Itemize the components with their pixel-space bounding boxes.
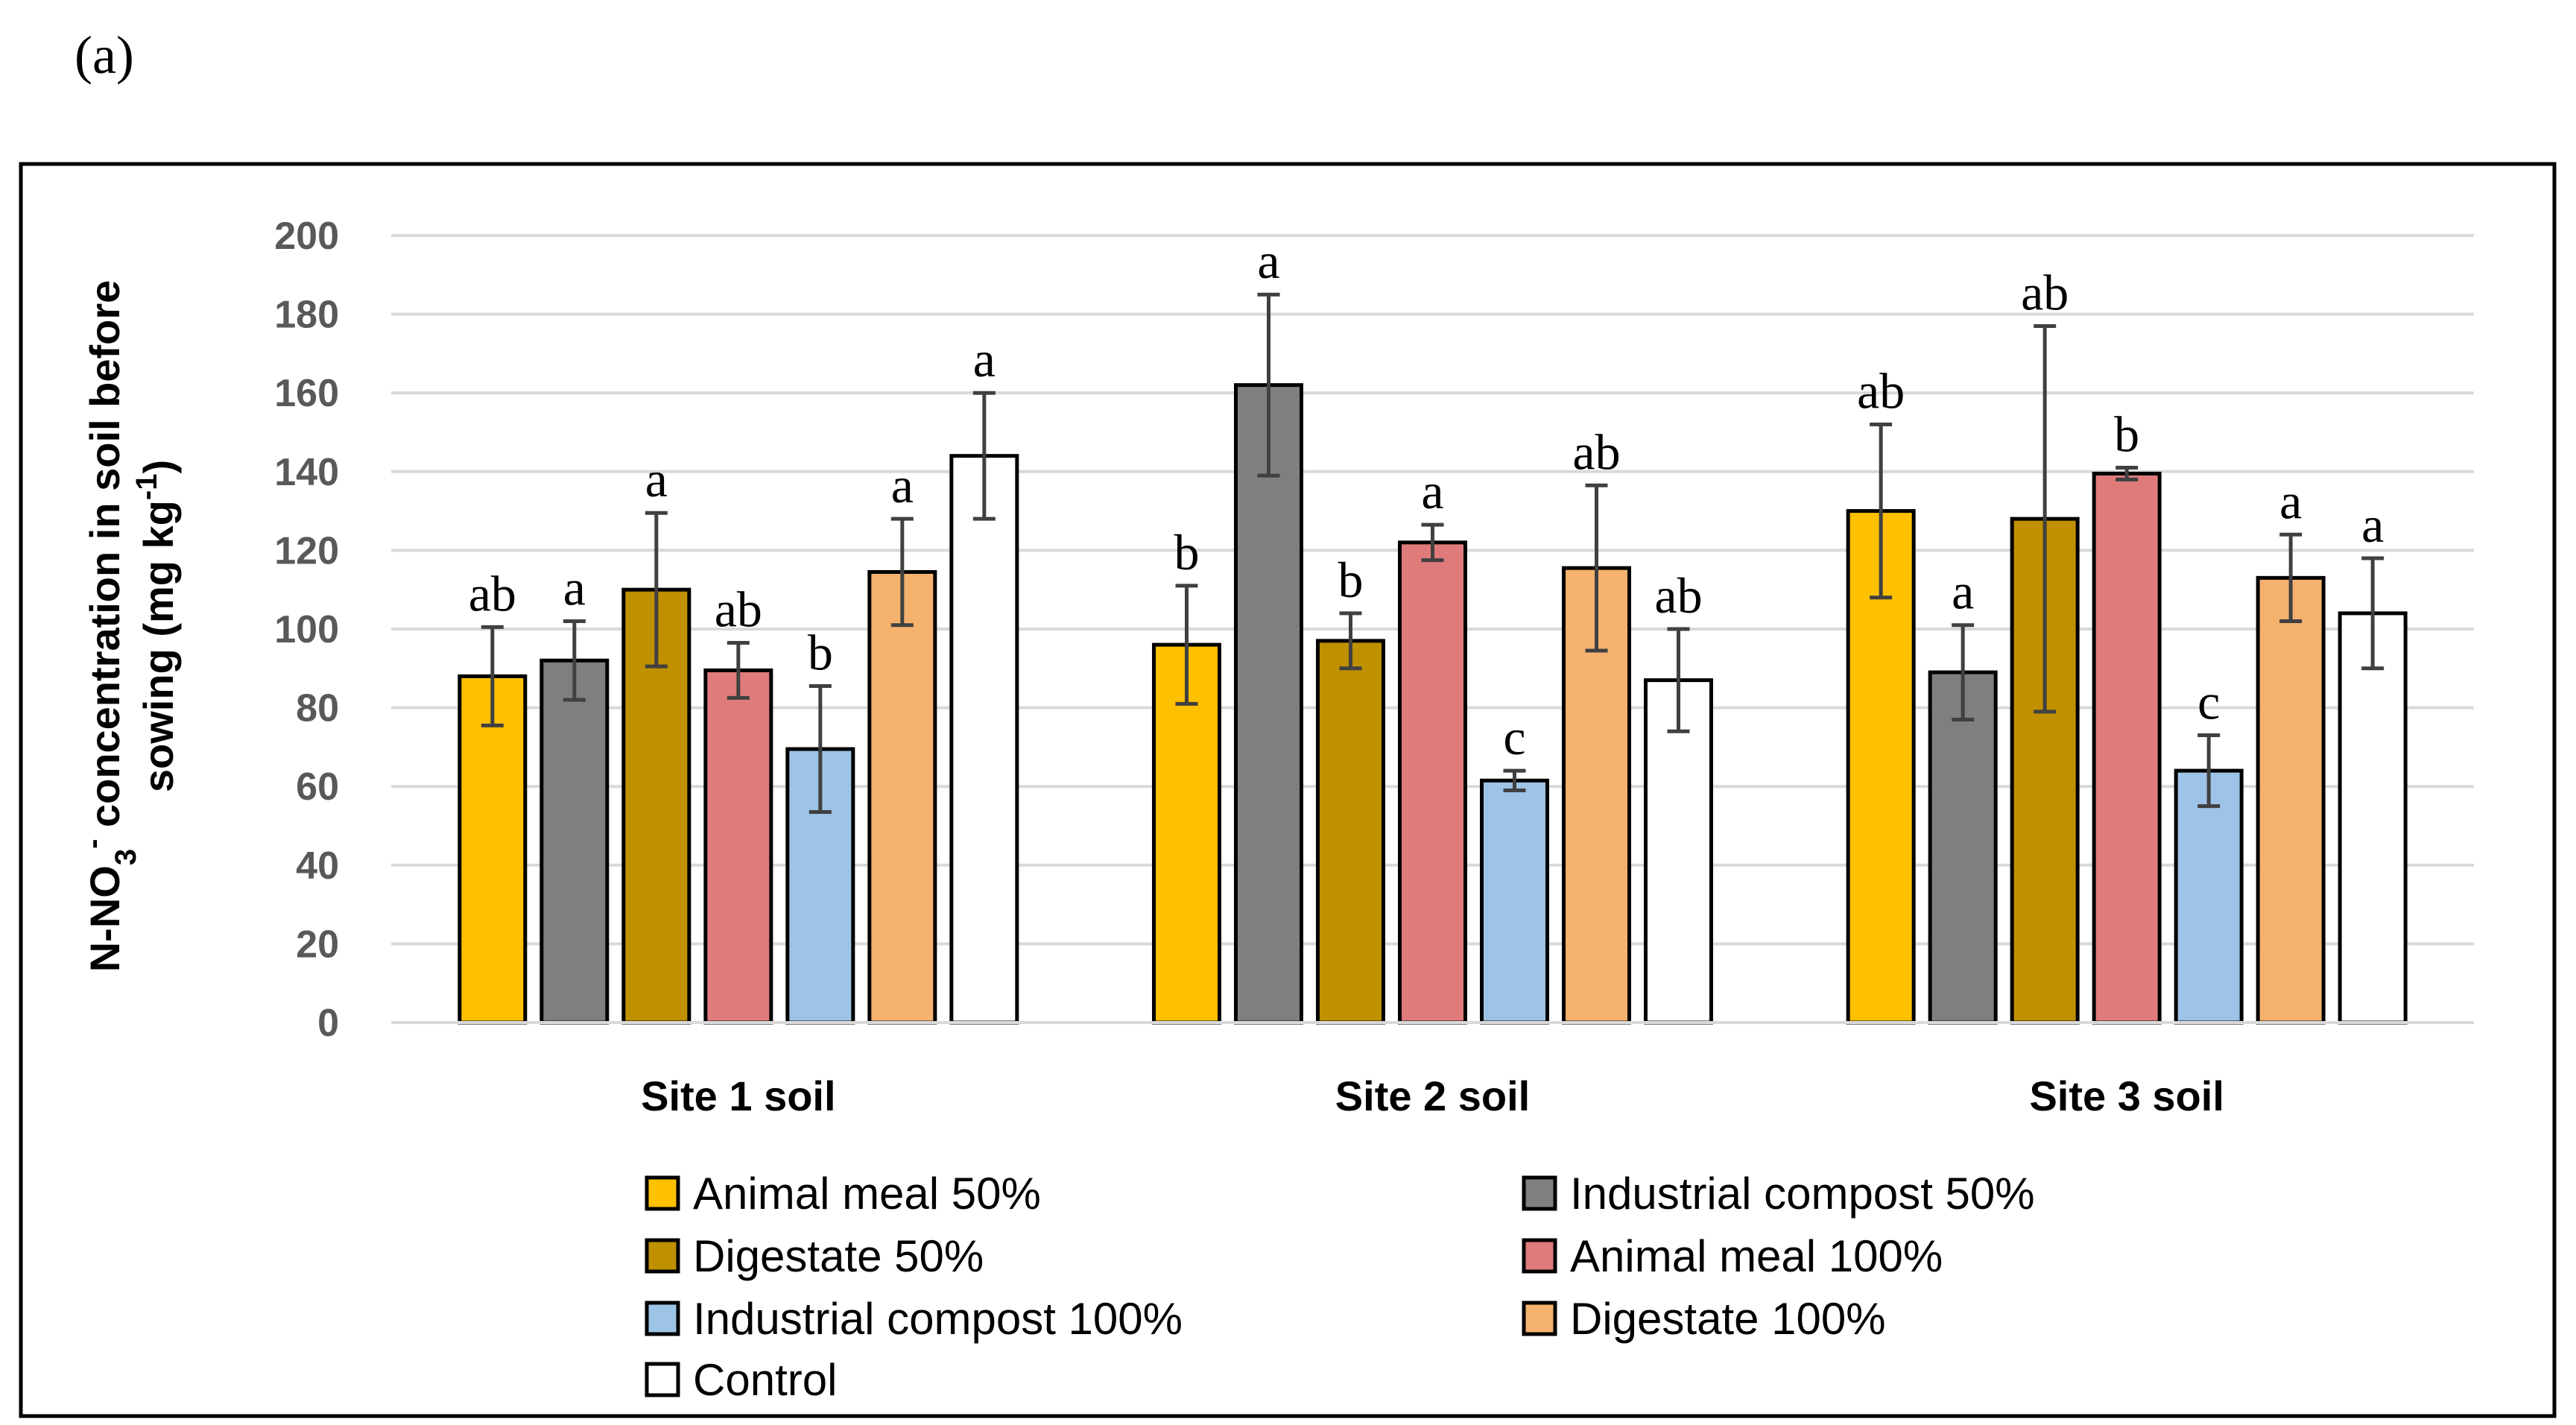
y-tick-label: 120 xyxy=(274,529,339,572)
y-axis-ticks: 0 20 40 60 80 100 120 140 160 180 200 xyxy=(274,215,339,1045)
significance-letter: ab xyxy=(1572,423,1620,480)
significance-letter: c xyxy=(2197,674,2220,730)
significance-letter: a xyxy=(1952,563,1974,620)
legend-swatch xyxy=(1522,1175,1557,1211)
legend-label: Control xyxy=(693,1355,837,1405)
y-axis-label-part: - xyxy=(77,839,110,849)
significance-letter: ab xyxy=(715,581,762,637)
legend-label: Industrial compost 50% xyxy=(1570,1169,2035,1219)
y-axis-label-part: -1 xyxy=(130,474,163,501)
significance-letter: ab xyxy=(2021,264,2069,320)
bar xyxy=(539,658,610,1025)
bar xyxy=(1398,540,1467,1025)
x-category-label: Site 3 soil xyxy=(2029,1072,2224,1119)
y-axis-label-part: N-NO xyxy=(81,865,128,972)
legend-swatch xyxy=(645,1175,680,1211)
significance-letter: a xyxy=(973,331,996,388)
y-axis-label-part: 3 xyxy=(110,849,142,865)
bar xyxy=(1316,639,1385,1025)
significance-letter: a xyxy=(2361,496,2384,553)
legend-label: Animal meal 100% xyxy=(1570,1231,1943,1281)
y-tick-label: 200 xyxy=(274,215,339,258)
y-tick-label: 100 xyxy=(274,608,339,651)
significance-letter: b xyxy=(808,625,833,681)
legend-swatch xyxy=(1522,1238,1557,1274)
y-axis-label-part: ) xyxy=(135,460,182,474)
chart-frame xyxy=(19,162,2557,1418)
panel-label: (a) xyxy=(75,25,134,85)
bar xyxy=(867,569,937,1025)
bar xyxy=(458,674,528,1025)
legend-label: Digestate 100% xyxy=(1570,1294,1886,1344)
legend-label: Industrial compost 100% xyxy=(693,1294,1183,1344)
bar xyxy=(2174,768,2244,1025)
y-tick-label: 0 xyxy=(317,1002,339,1045)
legend-swatch xyxy=(645,1362,680,1397)
bar xyxy=(1234,383,1303,1025)
significance-letter: b xyxy=(2114,406,2139,463)
y-tick-label: 140 xyxy=(274,451,339,494)
significance-letter: a xyxy=(1257,233,1279,289)
significance-letter: ab xyxy=(1654,567,1702,624)
significance-letter: c xyxy=(1503,709,1525,765)
significance-letter: a xyxy=(2279,473,2302,529)
bar xyxy=(1152,642,1221,1025)
significance-letter: ab xyxy=(1857,362,1905,419)
y-axis-label-part: concentration in soil before xyxy=(81,280,128,839)
bar xyxy=(1480,778,1549,1025)
error-bars xyxy=(481,292,2384,815)
y-tick-label: 20 xyxy=(296,923,339,966)
legend: Animal meal 50% Industrial compost 50% Dig… xyxy=(645,1169,2035,1405)
bar xyxy=(2338,611,2408,1025)
legend-swatch xyxy=(645,1238,680,1274)
significance-letter: a xyxy=(645,451,668,508)
bar xyxy=(1644,678,1713,1025)
x-axis-categories: Site 1 soil Site 2 soil Site 3 soil xyxy=(641,1072,2224,1119)
legend-label: Animal meal 50% xyxy=(693,1169,1041,1219)
x-category-label: Site 1 soil xyxy=(641,1072,835,1119)
bar xyxy=(2092,471,2162,1025)
significance-letter: a xyxy=(563,559,586,616)
bar xyxy=(949,454,1019,1025)
y-tick-label: 60 xyxy=(296,765,339,809)
significance-letter: ab xyxy=(469,565,516,622)
significance-letter: a xyxy=(891,457,914,514)
legend-swatch xyxy=(645,1301,680,1336)
bar xyxy=(703,668,773,1025)
bar xyxy=(1928,670,1998,1025)
y-tick-label: 180 xyxy=(274,294,339,337)
x-category-label: Site 2 soil xyxy=(1335,1072,1530,1119)
y-tick-label: 40 xyxy=(296,844,339,888)
y-axis-label-line2: sowing (mg kg-1) xyxy=(130,460,182,792)
bar xyxy=(2256,575,2326,1025)
significance-letter: a xyxy=(1421,463,1443,519)
legend-label: Digestate 50% xyxy=(693,1231,984,1281)
y-tick-label: 80 xyxy=(296,687,339,730)
y-axis-label-line1: N-NO3- concentration in soil before xyxy=(77,280,142,973)
y-axis-label-part: sowing (mg kg xyxy=(135,500,182,792)
significance-letter: b xyxy=(1338,552,1364,608)
y-tick-label: 160 xyxy=(274,372,339,415)
significance-letter: b xyxy=(1174,524,1200,581)
legend-swatch xyxy=(1522,1301,1557,1336)
